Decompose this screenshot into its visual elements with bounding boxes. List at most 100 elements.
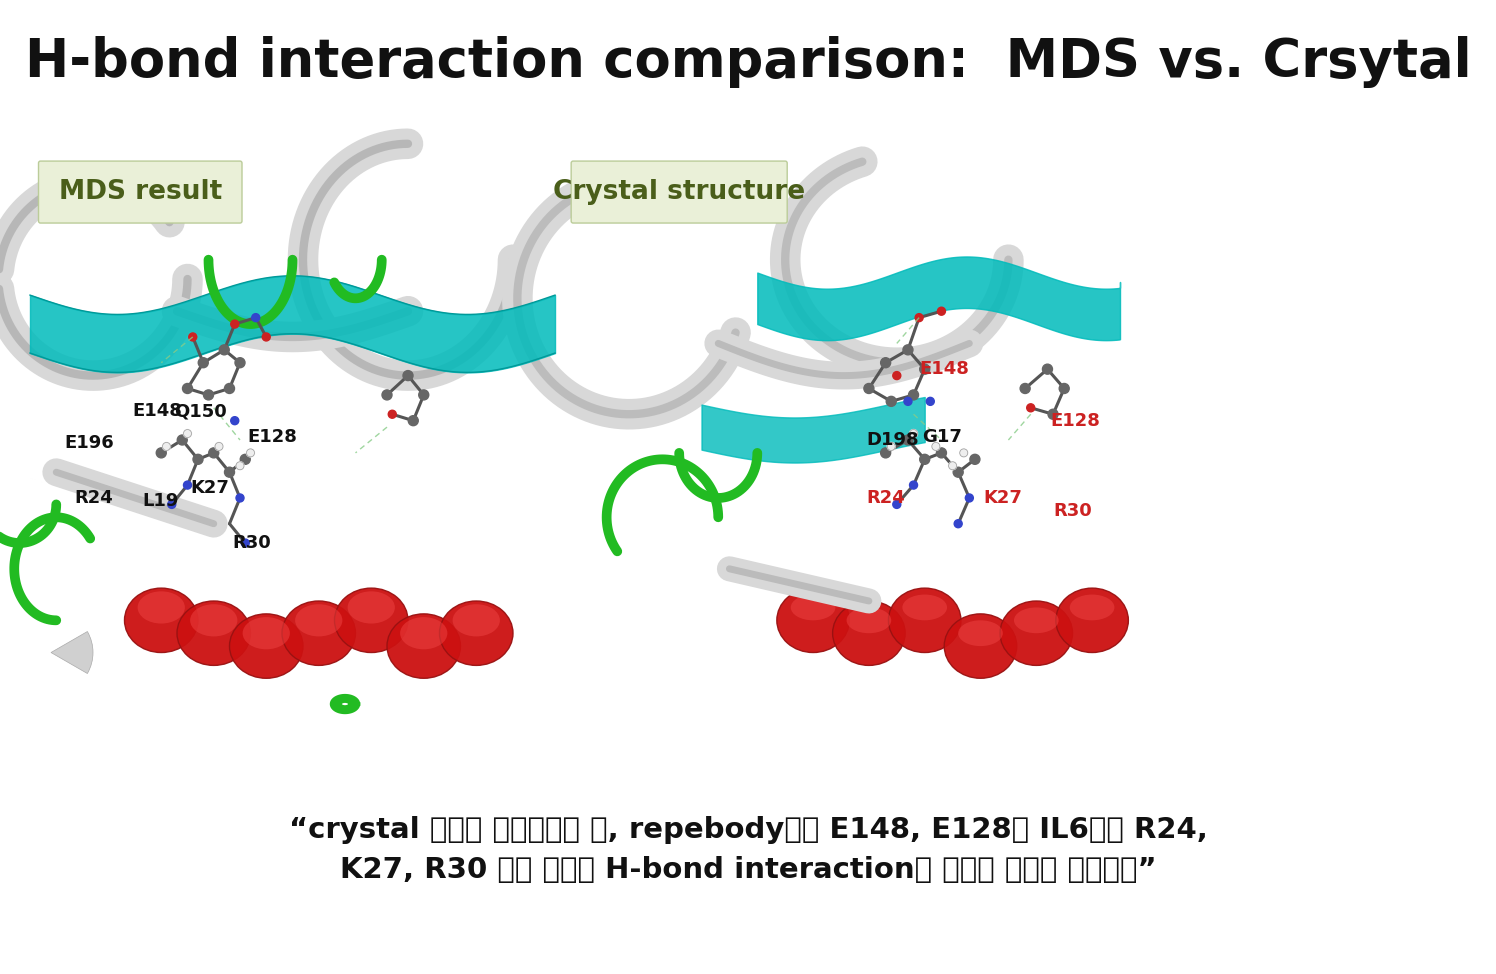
- Circle shape: [215, 442, 223, 450]
- Circle shape: [177, 435, 187, 445]
- Circle shape: [203, 390, 214, 400]
- Text: K27: K27: [190, 479, 229, 498]
- Circle shape: [887, 442, 895, 450]
- Text: Crystal structure: Crystal structure: [554, 179, 805, 206]
- Ellipse shape: [833, 601, 905, 665]
- Circle shape: [886, 396, 896, 406]
- Ellipse shape: [1056, 588, 1128, 653]
- Ellipse shape: [944, 614, 1017, 678]
- Circle shape: [936, 448, 947, 458]
- Circle shape: [932, 442, 939, 450]
- Circle shape: [908, 390, 919, 400]
- Circle shape: [419, 390, 429, 400]
- Text: E148: E148: [919, 360, 969, 378]
- Ellipse shape: [242, 618, 290, 650]
- Circle shape: [910, 481, 917, 489]
- Text: E196: E196: [64, 434, 114, 452]
- Circle shape: [938, 307, 945, 316]
- Ellipse shape: [295, 604, 343, 636]
- Text: E128: E128: [1050, 412, 1100, 430]
- Circle shape: [235, 357, 245, 368]
- Text: R30: R30: [232, 534, 271, 552]
- Text: D198: D198: [866, 431, 919, 449]
- Circle shape: [916, 314, 923, 321]
- Circle shape: [402, 370, 413, 381]
- Ellipse shape: [347, 591, 395, 623]
- Circle shape: [954, 520, 962, 528]
- Circle shape: [920, 454, 929, 465]
- Circle shape: [156, 448, 166, 458]
- Circle shape: [199, 357, 208, 368]
- Text: Q150: Q150: [175, 402, 227, 420]
- Circle shape: [953, 468, 963, 477]
- Ellipse shape: [399, 618, 447, 650]
- Circle shape: [247, 449, 254, 457]
- Text: E128: E128: [248, 428, 298, 446]
- Circle shape: [965, 494, 974, 502]
- Ellipse shape: [124, 588, 197, 653]
- Ellipse shape: [335, 588, 408, 653]
- Circle shape: [910, 430, 917, 437]
- Circle shape: [408, 416, 419, 426]
- Circle shape: [168, 501, 175, 508]
- Text: G17: G17: [922, 428, 962, 446]
- Ellipse shape: [283, 601, 356, 665]
- Circle shape: [960, 449, 968, 457]
- Circle shape: [1049, 409, 1058, 419]
- Ellipse shape: [776, 588, 850, 653]
- Circle shape: [251, 314, 260, 321]
- Text: “crystal 구조와 비교해밤을 때, repebody쪽에 E148, E128과 IL6쪽에 R24,: “crystal 구조와 비교해밤을 때, repebody쪽에 E148, E…: [289, 816, 1207, 844]
- Ellipse shape: [1070, 594, 1115, 620]
- Circle shape: [1020, 384, 1031, 393]
- Circle shape: [236, 494, 244, 502]
- Ellipse shape: [889, 588, 960, 653]
- Bar: [30, 118, 555, 762]
- Circle shape: [863, 384, 874, 393]
- Bar: [562, 118, 1121, 762]
- Text: K27, R30 등이 비슷한 H-bond interaction을 보이는 것으로 나타났다”: K27, R30 등이 비슷한 H-bond interaction을 보이는 …: [340, 856, 1156, 884]
- Circle shape: [1059, 384, 1070, 393]
- Circle shape: [1043, 364, 1053, 374]
- Ellipse shape: [138, 591, 186, 623]
- Circle shape: [163, 442, 171, 450]
- Circle shape: [881, 448, 890, 458]
- Circle shape: [209, 448, 218, 458]
- Circle shape: [230, 320, 239, 328]
- Circle shape: [224, 384, 235, 393]
- FancyBboxPatch shape: [571, 161, 787, 223]
- Ellipse shape: [440, 601, 513, 665]
- Ellipse shape: [177, 601, 250, 665]
- Circle shape: [893, 501, 901, 508]
- Wedge shape: [51, 631, 93, 673]
- Ellipse shape: [957, 620, 1002, 646]
- Circle shape: [262, 333, 271, 341]
- Ellipse shape: [1014, 608, 1059, 633]
- Text: L19: L19: [144, 492, 180, 510]
- Circle shape: [893, 372, 901, 380]
- Ellipse shape: [847, 608, 892, 633]
- Circle shape: [904, 345, 913, 355]
- Text: R30: R30: [1053, 502, 1092, 520]
- Text: H-bond interaction comparison:  MDS vs. Crsytal: H-bond interaction comparison: MDS vs. C…: [25, 36, 1471, 88]
- Text: R24: R24: [866, 489, 905, 506]
- Circle shape: [881, 357, 890, 368]
- Circle shape: [241, 539, 250, 547]
- Ellipse shape: [999, 601, 1073, 665]
- Circle shape: [183, 384, 193, 393]
- Text: MDS result: MDS result: [58, 179, 221, 206]
- Circle shape: [920, 364, 929, 374]
- Text: K27: K27: [983, 489, 1022, 506]
- Circle shape: [381, 390, 392, 400]
- Circle shape: [926, 397, 935, 405]
- Circle shape: [1026, 404, 1035, 412]
- Circle shape: [184, 481, 191, 489]
- Text: R24: R24: [75, 489, 114, 506]
- Circle shape: [904, 397, 913, 405]
- Circle shape: [184, 430, 191, 437]
- Circle shape: [948, 462, 956, 469]
- Ellipse shape: [229, 614, 304, 678]
- Ellipse shape: [791, 594, 835, 620]
- FancyBboxPatch shape: [39, 161, 242, 223]
- Ellipse shape: [387, 614, 461, 678]
- Ellipse shape: [190, 604, 238, 636]
